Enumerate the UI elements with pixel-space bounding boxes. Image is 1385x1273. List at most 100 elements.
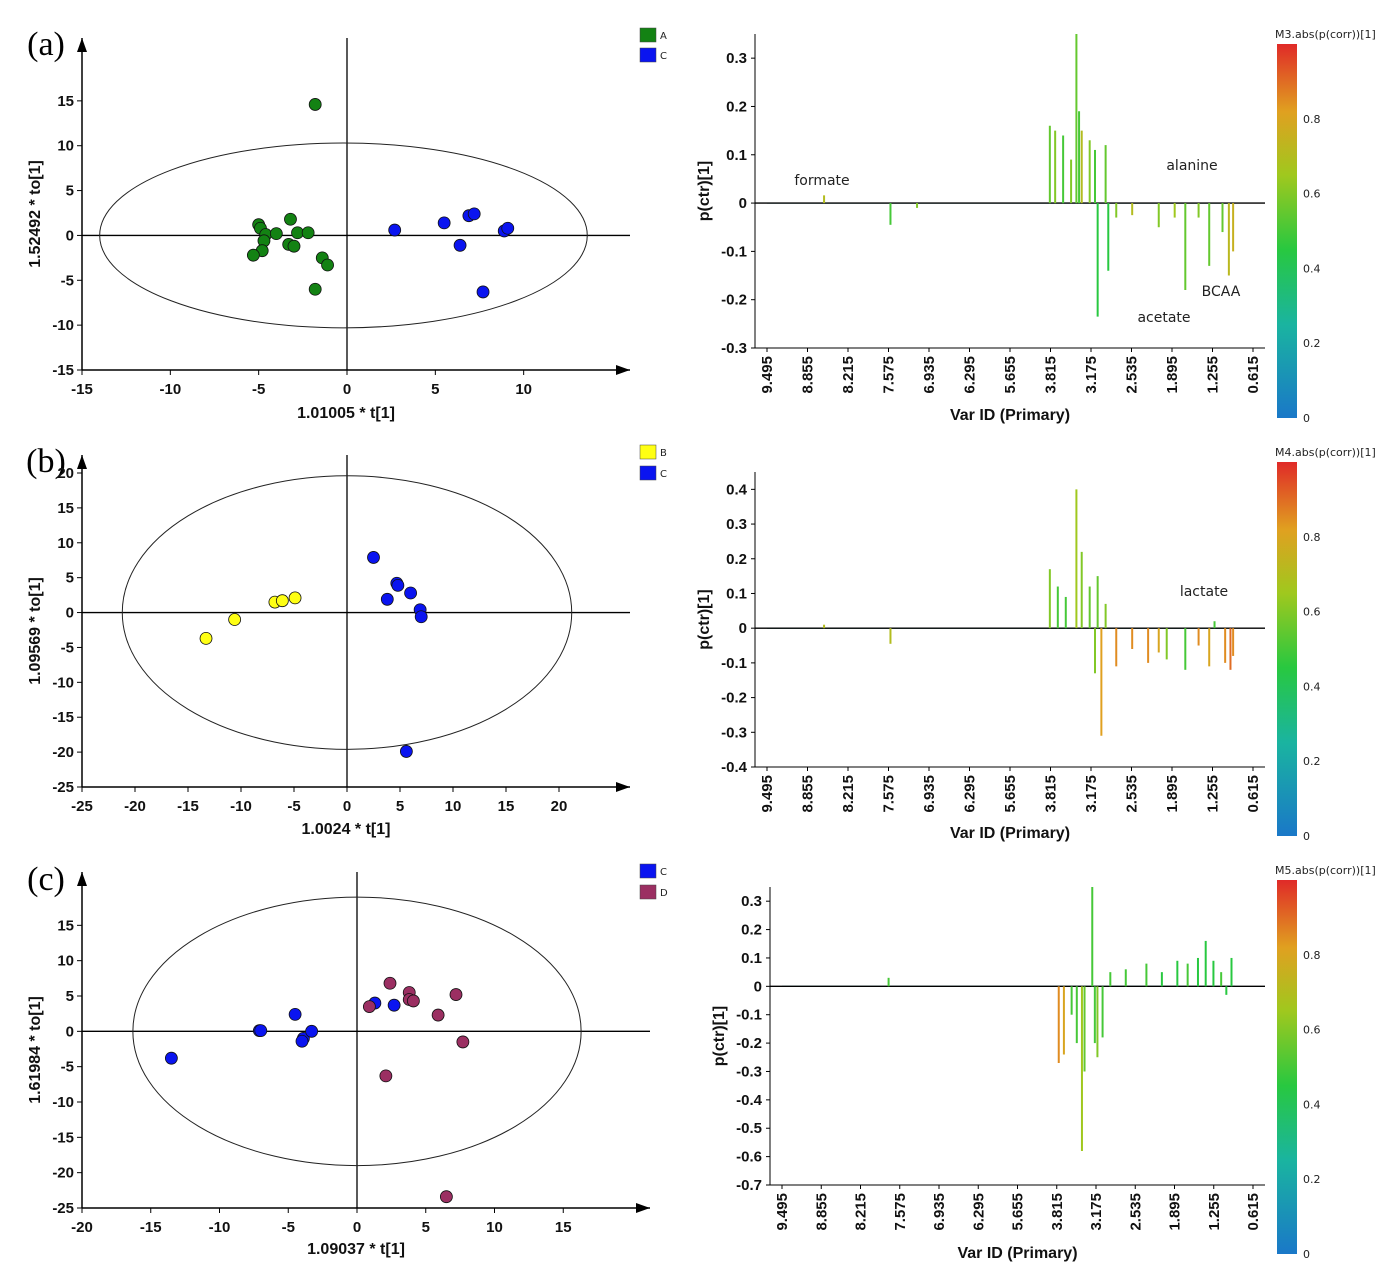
x-tick-label: 6.295 [970, 1193, 987, 1231]
x-tick-label: 3.815 [1049, 1193, 1066, 1231]
data-point-C [501, 221, 515, 235]
y-tick-label: 0.3 [741, 893, 762, 910]
legend-label-B: B [660, 448, 667, 459]
loading-plot: -0.4 -0.3 -0.2 -0.1 0 0.1 0.2 0.3 0.4 9.495 8.855 8… [696, 446, 1376, 843]
y-tick-label: -25 [52, 1200, 74, 1217]
y-tick-label: 0 [754, 978, 762, 995]
data-point-C [254, 1024, 268, 1038]
x-tick-label: 9.495 [759, 775, 776, 813]
x-tick-label: -15 [177, 798, 199, 815]
x-tick-label: 10 [486, 1219, 503, 1236]
y-tick-label: -0.2 [721, 292, 747, 309]
y-axis-label: 1.52492 * to[1] [27, 160, 44, 268]
x-tick-label: 15 [498, 798, 515, 815]
y-tick-label: -0.3 [721, 724, 747, 741]
y-axis-label: p(ctr)[1] [711, 1006, 728, 1066]
x-tick-label: 8.855 [813, 1193, 830, 1231]
y-tick-label: 0.2 [741, 922, 762, 939]
panel-label: (c) [27, 861, 65, 898]
data-point-A [269, 227, 283, 241]
colorbar-title: M5.abs(p(corr))[1] [1275, 864, 1376, 877]
x-axis-label: Var ID (Primary) [957, 1245, 1077, 1262]
y-tick-label: 0.3 [726, 516, 747, 533]
colorbar [1277, 880, 1297, 1254]
y-tick-label: -10 [52, 1094, 74, 1111]
legend-label-C: C [660, 867, 667, 878]
x-axis-label: 1.09037 * t[1] [307, 1241, 405, 1258]
y-axis-label: p(ctr)[1] [696, 161, 713, 221]
x-tick-label: 5.655 [1002, 775, 1019, 813]
colorbar-tick-label: 0 [1303, 830, 1310, 843]
y-tick-label: -0.5 [736, 1120, 762, 1137]
data-point-C [295, 1034, 309, 1048]
x-tick-label: -10 [159, 381, 181, 398]
data-point-A [321, 258, 334, 272]
x-axis-label: Var ID (Primary) [950, 407, 1070, 424]
y-tick-label: 10 [57, 953, 74, 970]
panel-label: (a) [27, 26, 65, 63]
loading-plot: -0.3 -0.2 -0.1 0 0.1 0.2 0.3 9.495 8.855 8.215 7.5… [696, 28, 1376, 425]
x-tick-label: 15 [555, 1219, 572, 1236]
legend-label-A: A [660, 31, 667, 42]
x-tick-label: 6.935 [921, 356, 938, 394]
colorbar-tick-label: 0.6 [1303, 606, 1321, 619]
y-tick-label: -0.7 [736, 1177, 762, 1194]
x-tick-label: 3.175 [1083, 775, 1100, 813]
annotation-lactate: lactate [1180, 584, 1228, 600]
data-point-A [301, 226, 315, 240]
x-tick-label: 2.535 [1124, 356, 1141, 394]
colorbar-tick-label: 0.8 [1303, 949, 1321, 962]
colorbar-tick-label: 0.8 [1303, 113, 1321, 126]
x-tick-label: 5 [422, 1219, 430, 1236]
colorbar-tick-label: 0.8 [1303, 531, 1321, 544]
data-point-C [404, 586, 418, 600]
x-tick-label: 0.615 [1245, 775, 1262, 813]
loading-plot: -0.7 -0.6 -0.5 -0.4 -0.3 -0.2 -0.1 0 0.1 0.2 0.3 9.… [711, 864, 1376, 1262]
x-tick-label: 10 [515, 381, 532, 398]
x-tick-label: 5 [396, 798, 404, 815]
legend-swatch-C [639, 465, 657, 481]
y-tick-label: -20 [52, 744, 74, 761]
x-tick-label: -5 [282, 1219, 295, 1236]
colorbar-tick-label: 0.6 [1303, 1024, 1321, 1037]
x-tick-label: 8.855 [800, 775, 817, 813]
data-point-D [456, 1035, 470, 1049]
colorbar-tick-label: 0.2 [1303, 1173, 1321, 1186]
x-axis-label: 1.0024 * t[1] [302, 821, 391, 838]
x-tick-label: -20 [124, 798, 146, 815]
x-tick-label: 20 [551, 798, 568, 815]
x-tick-label: 7.575 [881, 775, 898, 813]
y-tick-label: 15 [57, 93, 74, 110]
y-axis-arrow [77, 872, 87, 886]
x-axis-arrow [616, 365, 630, 375]
data-point-B [199, 631, 213, 645]
y-axis-arrow [77, 38, 87, 52]
x-tick-label: 6.295 [962, 775, 979, 813]
y-tick-label: 0.3 [726, 50, 747, 67]
legend-swatch-A [639, 27, 657, 43]
data-point-C [391, 578, 405, 592]
colorbar-tick-label: 0 [1303, 1248, 1310, 1261]
data-point-B [288, 591, 302, 605]
legend-label-D: D [660, 888, 668, 899]
y-tick-label: 0.1 [726, 585, 747, 602]
x-tick-label: -5 [252, 381, 265, 398]
x-tick-label: 3.815 [1043, 356, 1060, 394]
data-point-A [308, 282, 322, 296]
y-tick-label: -15 [52, 362, 74, 379]
x-tick-label: 9.495 [759, 356, 776, 394]
data-point-D [362, 1000, 376, 1013]
x-axis-arrow [636, 1203, 650, 1213]
x-tick-label: 8.855 [800, 356, 817, 394]
hotelling-ellipse [99, 142, 588, 329]
x-tick-label: 1.255 [1205, 356, 1222, 394]
y-tick-label: -0.2 [721, 690, 747, 707]
x-tick-label: 6.935 [921, 775, 938, 813]
y-tick-label: 0 [66, 605, 74, 622]
y-tick-label: -0.4 [736, 1092, 763, 1109]
y-tick-label: 15 [57, 917, 74, 934]
data-point-C [367, 551, 380, 564]
x-tick-label: 1.895 [1167, 1193, 1184, 1231]
data-point-C [414, 610, 428, 624]
legend-swatch-C [639, 863, 657, 879]
